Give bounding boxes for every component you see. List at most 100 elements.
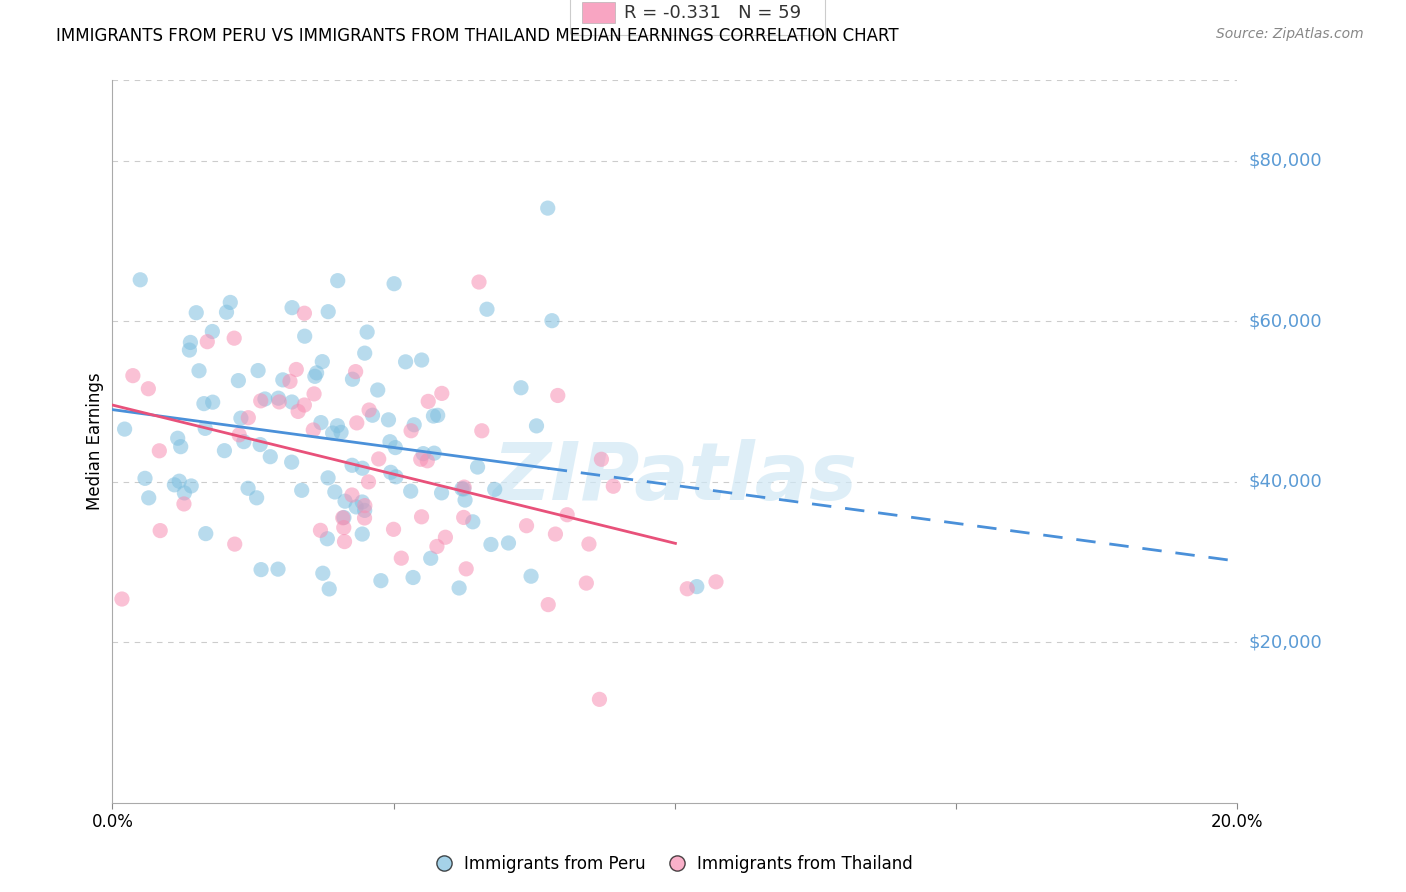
Point [138,491,160,505]
Point [250,563,273,577]
Point [278,375,301,389]
Point [188,364,211,378]
Point [404,417,426,432]
Point [411,353,433,368]
Point [456,562,478,576]
Y-axis label: Median Earnings: Median Earnings [86,373,104,510]
Point [453,510,475,524]
Point [471,424,494,438]
Point [167,474,190,488]
Point [316,532,339,546]
Point [367,452,389,467]
Point [330,425,353,440]
Point [180,479,202,493]
Point [510,381,533,395]
Point [547,388,569,402]
Point [316,471,339,485]
Text: $40,000: $40,000 [1249,473,1322,491]
Point [356,325,378,339]
Point [380,466,402,480]
Point [382,277,405,291]
Point [384,441,406,455]
Point [515,518,537,533]
Point [430,486,453,500]
Point [520,569,543,583]
Point [704,574,727,589]
Point [285,362,308,376]
Point [173,486,195,500]
Point [332,520,354,534]
Point [454,493,477,508]
Point [340,488,363,502]
Point [149,524,172,538]
Point [344,365,367,379]
Point [228,374,250,388]
Point [353,511,375,525]
Point [219,295,242,310]
Point [228,428,250,442]
Point [309,524,332,538]
Point [434,530,457,544]
Point [378,434,401,449]
Point [249,393,271,408]
Point [312,566,335,581]
Point [467,460,489,475]
Point [194,526,217,541]
Point [269,395,291,409]
Point [686,580,709,594]
Point [602,479,624,493]
Point [287,404,309,418]
Point [578,537,600,551]
Text: IMMIGRANTS FROM PERU VS IMMIGRANTS FROM THAILAND MEDIAN EARNINGS CORRELATION CHA: IMMIGRANTS FROM PERU VS IMMIGRANTS FROM … [56,27,898,45]
Point [194,421,217,435]
Point [359,403,381,417]
Point [340,458,363,473]
Point [267,391,290,405]
Point [138,382,160,396]
Point [224,331,246,345]
Point [201,325,224,339]
Point [416,454,439,468]
Point [166,431,188,445]
Point [179,343,201,357]
Point [305,366,328,380]
Point [179,335,201,350]
Point [316,304,339,318]
Point [537,598,560,612]
Point [361,409,384,423]
Point [449,581,471,595]
Text: $20,000: $20,000 [1249,633,1322,651]
Point [232,434,254,449]
Point [352,461,374,475]
Point [114,422,136,436]
Point [214,443,236,458]
Point [253,392,276,406]
Text: ZIPatlas: ZIPatlas [492,439,858,516]
Point [575,576,598,591]
Point [394,355,416,369]
Point [201,395,224,409]
Point [409,452,432,467]
Point [281,301,304,315]
Point [344,500,367,514]
Text: $60,000: $60,000 [1249,312,1322,330]
Point [173,497,195,511]
Point [475,302,498,317]
Point [271,373,294,387]
Point [389,551,412,566]
Point [377,413,399,427]
Point [249,437,271,451]
Point [333,534,356,549]
Point [453,480,475,494]
Point [195,334,218,349]
Point [468,275,491,289]
Point [422,409,444,423]
Point [352,495,374,509]
Point [385,470,408,484]
Point [544,527,567,541]
Point [246,491,269,505]
Point [479,537,502,551]
Point [451,482,474,496]
Point [193,397,215,411]
Point [426,409,449,423]
